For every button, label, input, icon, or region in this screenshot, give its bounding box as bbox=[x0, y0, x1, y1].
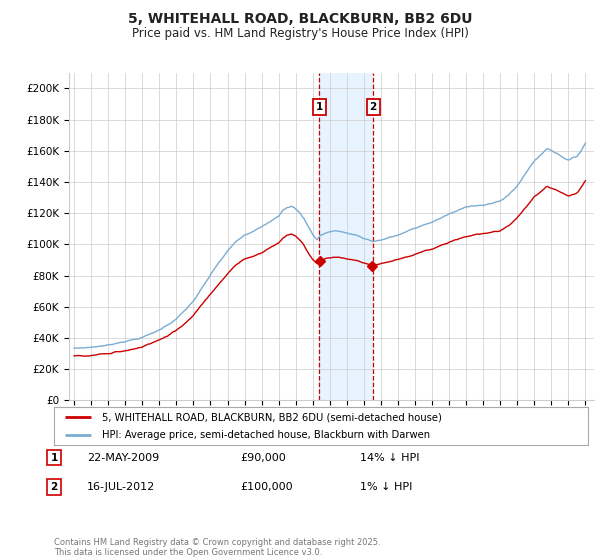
Bar bbox=[319, 73, 373, 400]
Text: 22-MAY-2009: 22-MAY-2009 bbox=[87, 452, 159, 463]
Text: 2: 2 bbox=[50, 482, 58, 492]
Text: Price paid vs. HM Land Registry's House Price Index (HPI): Price paid vs. HM Land Registry's House … bbox=[131, 27, 469, 40]
Text: HPI: Average price, semi-detached house, Blackburn with Darwen: HPI: Average price, semi-detached house,… bbox=[102, 430, 430, 440]
Text: 2: 2 bbox=[370, 102, 377, 112]
Text: 5, WHITEHALL ROAD, BLACKBURN, BB2 6DU (semi-detached house): 5, WHITEHALL ROAD, BLACKBURN, BB2 6DU (s… bbox=[102, 412, 442, 422]
Text: £100,000: £100,000 bbox=[240, 482, 293, 492]
Text: 16-JUL-2012: 16-JUL-2012 bbox=[87, 482, 155, 492]
Text: 5, WHITEHALL ROAD, BLACKBURN, BB2 6DU: 5, WHITEHALL ROAD, BLACKBURN, BB2 6DU bbox=[128, 12, 472, 26]
Text: £90,000: £90,000 bbox=[240, 452, 286, 463]
Text: 14% ↓ HPI: 14% ↓ HPI bbox=[360, 452, 419, 463]
Text: 1% ↓ HPI: 1% ↓ HPI bbox=[360, 482, 412, 492]
Text: 1: 1 bbox=[50, 452, 58, 463]
Text: Contains HM Land Registry data © Crown copyright and database right 2025.
This d: Contains HM Land Registry data © Crown c… bbox=[54, 538, 380, 557]
Text: 1: 1 bbox=[316, 102, 323, 112]
